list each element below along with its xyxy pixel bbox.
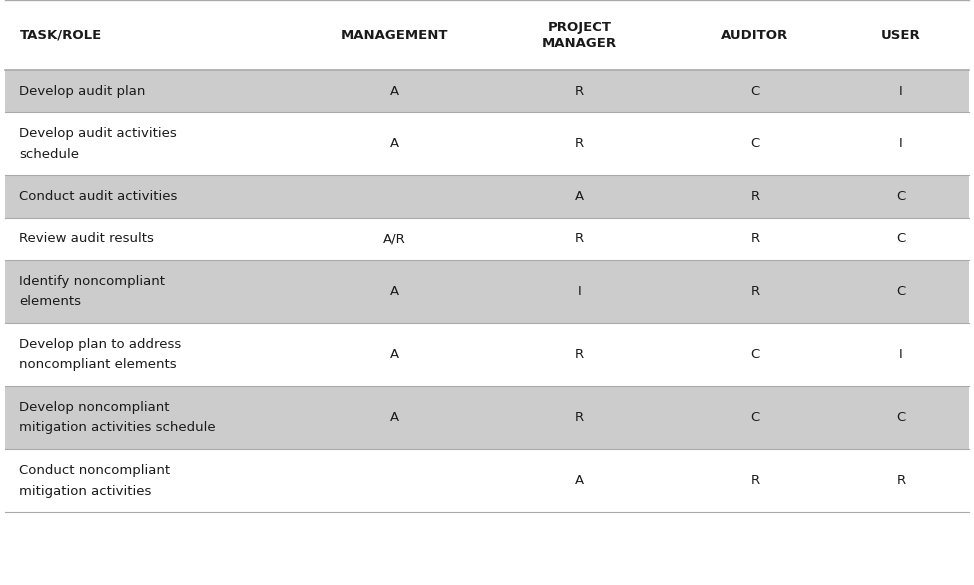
Text: mitigation activities: mitigation activities [19, 484, 152, 498]
Text: C: C [896, 232, 906, 245]
Text: R: R [575, 232, 584, 245]
Text: A/R: A/R [383, 232, 406, 245]
Text: A: A [575, 190, 584, 203]
Text: R: R [750, 232, 760, 245]
Text: I: I [578, 285, 581, 298]
Bar [5, 323, 969, 386]
Bar [5, 176, 969, 218]
Text: schedule: schedule [19, 147, 80, 161]
Text: Conduct noncompliant: Conduct noncompliant [19, 464, 170, 477]
Bar [5, 218, 969, 260]
Text: noncompliant elements: noncompliant elements [19, 358, 177, 371]
Bar [5, 70, 969, 112]
Text: mitigation activities schedule: mitigation activities schedule [19, 421, 216, 435]
Text: C: C [896, 190, 906, 203]
Text: A: A [390, 411, 399, 424]
Text: C: C [896, 411, 906, 424]
Text: I: I [899, 85, 903, 98]
Text: AUDITOR: AUDITOR [721, 29, 789, 42]
Text: I: I [899, 348, 903, 361]
Text: R: R [575, 137, 584, 150]
Text: C: C [896, 285, 906, 298]
Text: A: A [575, 474, 584, 487]
Text: Conduct audit activities: Conduct audit activities [19, 190, 178, 203]
Text: R: R [750, 285, 760, 298]
Text: R: R [750, 190, 760, 203]
Text: elements: elements [19, 295, 82, 308]
Bar [5, 260, 969, 323]
Text: A: A [390, 85, 399, 98]
Text: PROJECT
MANAGER: PROJECT MANAGER [542, 20, 618, 50]
Text: A: A [390, 348, 399, 361]
Text: Develop audit plan: Develop audit plan [19, 85, 146, 98]
Text: MANAGEMENT: MANAGEMENT [341, 29, 448, 42]
Text: C: C [750, 411, 760, 424]
Text: R: R [575, 411, 584, 424]
Bar [5, 449, 969, 512]
Text: C: C [750, 348, 760, 361]
Text: USER: USER [881, 29, 920, 42]
Text: Identify noncompliant: Identify noncompliant [19, 274, 166, 288]
Text: R: R [575, 85, 584, 98]
Text: R: R [896, 474, 906, 487]
Text: TASK/ROLE: TASK/ROLE [19, 29, 101, 42]
Text: C: C [750, 137, 760, 150]
Text: Develop plan to address: Develop plan to address [19, 338, 182, 351]
Text: R: R [750, 474, 760, 487]
Bar [5, 0, 969, 70]
Text: Develop noncompliant: Develop noncompliant [19, 401, 170, 414]
Text: Review audit results: Review audit results [19, 232, 154, 245]
Text: Develop audit activities: Develop audit activities [19, 127, 177, 140]
Text: A: A [390, 285, 399, 298]
Text: C: C [750, 85, 760, 98]
Text: A: A [390, 137, 399, 150]
Bar [5, 386, 969, 449]
Bar [5, 112, 969, 176]
Text: I: I [899, 137, 903, 150]
Text: R: R [575, 348, 584, 361]
